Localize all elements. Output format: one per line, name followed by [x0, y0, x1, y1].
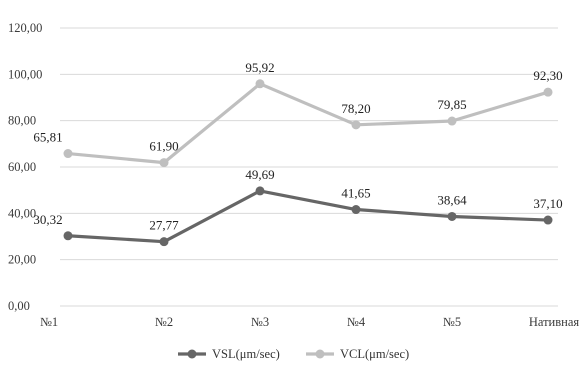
data-point	[63, 149, 73, 159]
y-tick-label: 0,00	[8, 299, 30, 313]
data-label: 41,65	[341, 186, 370, 201]
data-point	[543, 87, 553, 97]
legend-swatch-marker	[187, 349, 197, 359]
y-tick-label: 80,00	[8, 114, 36, 128]
data-point	[447, 116, 457, 126]
data-point	[351, 205, 361, 215]
data-point	[447, 211, 457, 221]
y-tick-label: 100,00	[8, 67, 42, 81]
legend: VSL(μm/sec) VCL(μm/sec)	[178, 347, 409, 361]
x-axis-ticks: №1 №2 №3 №4 №5 Нативная	[40, 315, 579, 329]
data-label: 95,92	[245, 60, 274, 75]
x-tick-label: №5	[443, 315, 461, 329]
data-point	[63, 231, 73, 241]
data-label: 30,32	[33, 212, 62, 227]
series-line-1	[67, 82, 549, 165]
data-label: 37,10	[533, 196, 562, 211]
x-tick-label: Нативная	[529, 315, 580, 329]
legend-label: VCL(μm/sec)	[340, 347, 409, 361]
x-tick-label: №1	[40, 315, 58, 329]
grid-lines	[60, 27, 558, 307]
x-tick-label: №4	[347, 315, 366, 329]
y-axis-ticks: 0,00 20,00 40,00 60,00 80,00 100,00 120,00	[8, 21, 42, 313]
x-tick-label: №2	[155, 315, 173, 329]
data-label: 79,85	[437, 97, 466, 112]
data-labels: 30,32 27,77 49,69 41,65 38,64 37,10 65,81 61,90…	[33, 60, 562, 233]
data-label: 38,64	[437, 192, 467, 207]
y-tick-label: 60,00	[8, 160, 36, 174]
series-line-0	[67, 189, 549, 244]
data-point	[159, 158, 169, 168]
data-label: 78,20	[341, 101, 370, 116]
data-point	[543, 215, 553, 225]
data-point	[255, 186, 265, 196]
series-group	[63, 79, 553, 247]
data-point	[351, 120, 361, 130]
data-label: 92,30	[533, 68, 562, 83]
y-tick-label: 20,00	[8, 253, 36, 267]
data-point	[159, 237, 169, 247]
data-point	[255, 79, 265, 89]
data-label: 49,69	[245, 167, 274, 182]
legend-swatch-marker	[315, 349, 325, 359]
data-label: 61,90	[149, 139, 178, 154]
data-label: 27,77	[149, 218, 179, 233]
legend-label: VSL(μm/sec)	[212, 347, 280, 361]
x-tick-label: №3	[251, 315, 269, 329]
y-tick-label: 120,00	[8, 21, 42, 35]
data-label: 65,81	[33, 130, 62, 145]
y-tick-label: 40,00	[8, 206, 36, 220]
